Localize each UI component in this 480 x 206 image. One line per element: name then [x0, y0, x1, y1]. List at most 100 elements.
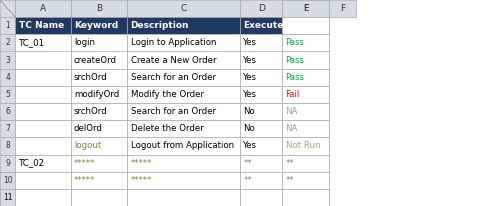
Text: Keyword: Keyword [74, 21, 118, 30]
Bar [71, 172, 127, 189]
Bar [127, 137, 240, 154]
Text: NA: NA [286, 124, 298, 133]
Bar [71, 154, 127, 172]
Bar [15, 17, 71, 34]
Text: B: B [96, 4, 102, 13]
Bar [127, 172, 240, 189]
Text: TC Name: TC Name [19, 21, 64, 30]
Bar [282, 69, 329, 86]
Text: F: F [303, 4, 308, 13]
Text: srchOrd: srchOrd [74, 73, 108, 82]
Bar [240, 52, 282, 69]
Bar [127, 103, 240, 120]
Bar [15, 52, 71, 69]
Bar [127, 86, 240, 103]
Bar [282, 120, 329, 137]
Text: Login to Application: Login to Application [131, 38, 216, 47]
Text: E: E [303, 4, 309, 13]
Text: D: D [258, 4, 264, 13]
Text: createOrd: createOrd [74, 56, 117, 65]
Bar [329, 0, 356, 17]
Bar [127, 34, 240, 52]
Bar [15, 172, 71, 189]
Bar [15, 69, 71, 86]
Text: NA: NA [286, 107, 298, 116]
Bar [282, 0, 329, 17]
Bar [240, 103, 282, 120]
Bar [127, 120, 240, 137]
Bar [282, 189, 329, 206]
Text: A: A [40, 4, 46, 13]
Text: TC_01: TC_01 [19, 38, 45, 47]
Bar [282, 69, 329, 86]
Bar [0, 189, 15, 206]
Bar [71, 103, 127, 120]
Bar [71, 69, 127, 86]
Text: **: ** [243, 176, 252, 185]
Bar [240, 120, 282, 137]
Text: 8: 8 [5, 141, 10, 150]
Bar [0, 17, 15, 34]
Bar [15, 189, 71, 206]
Text: 9: 9 [5, 159, 10, 168]
Bar [71, 17, 127, 34]
Bar [282, 86, 329, 103]
Bar [0, 103, 15, 120]
Bar [0, 137, 15, 154]
Bar [282, 17, 329, 34]
Bar [240, 69, 282, 86]
Text: *****: ***** [74, 176, 95, 185]
Text: *****: ***** [131, 176, 152, 185]
Bar [71, 137, 127, 154]
Text: logout: logout [74, 141, 101, 150]
Text: Yes: Yes [243, 56, 257, 65]
Bar [127, 154, 240, 172]
Text: 6: 6 [5, 107, 10, 116]
Bar [282, 17, 329, 34]
Bar [282, 137, 329, 154]
Bar [127, 17, 240, 34]
Bar [282, 34, 329, 52]
Text: login: login [74, 38, 95, 47]
Text: Yes: Yes [243, 90, 257, 99]
Bar [240, 137, 282, 154]
Bar [71, 189, 127, 206]
Bar [282, 189, 329, 206]
Text: Create a New Order: Create a New Order [131, 56, 216, 65]
Bar [240, 0, 282, 17]
Text: **: ** [286, 176, 294, 185]
Bar [0, 154, 15, 172]
Bar [282, 172, 329, 189]
Text: Result: Result [286, 21, 318, 30]
Text: Yes: Yes [243, 38, 257, 47]
Bar [15, 34, 71, 52]
Bar [127, 52, 240, 69]
Text: Pass: Pass [286, 73, 305, 82]
Text: *****: ***** [74, 159, 95, 168]
Bar [0, 52, 15, 69]
Bar [15, 0, 71, 17]
Bar [71, 0, 127, 17]
Bar [71, 34, 127, 52]
Bar [0, 69, 15, 86]
Bar [0, 86, 15, 103]
Text: No: No [243, 124, 255, 133]
Bar [240, 189, 282, 206]
Text: **: ** [243, 159, 252, 168]
Bar [127, 69, 240, 86]
Text: Fail: Fail [286, 90, 300, 99]
Text: srchOrd: srchOrd [74, 107, 108, 116]
Bar [127, 189, 240, 206]
Bar [71, 86, 127, 103]
Bar [0, 0, 15, 17]
Bar [240, 34, 282, 52]
Bar [240, 172, 282, 189]
Text: delOrd: delOrd [74, 124, 103, 133]
Bar [127, 189, 240, 206]
Bar [282, 120, 329, 137]
Text: 11: 11 [3, 193, 12, 202]
Bar [127, 0, 240, 17]
Text: Search for an Order: Search for an Order [131, 73, 216, 82]
Text: Execute: Execute [243, 21, 284, 30]
Bar [0, 34, 15, 52]
